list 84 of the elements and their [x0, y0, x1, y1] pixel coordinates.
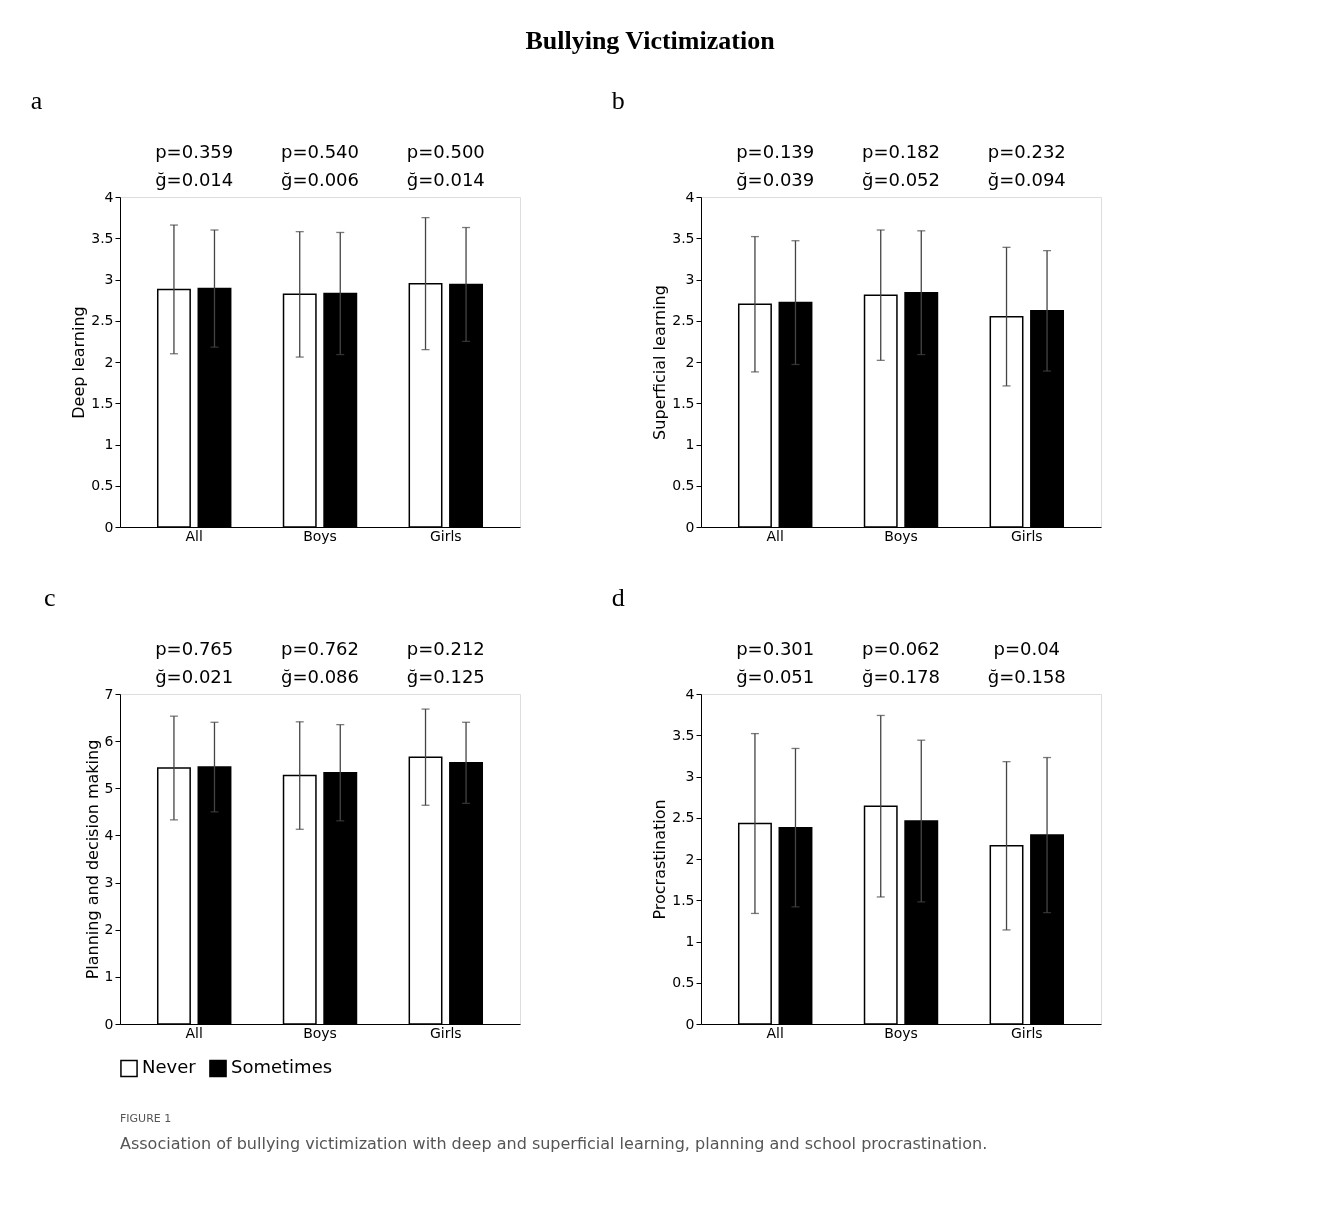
- y-tick-label: 0.5: [91, 477, 114, 494]
- y-tick-label: 1.5: [672, 394, 695, 411]
- y-tick-label: 4: [104, 188, 114, 205]
- x-tick-label: All: [766, 527, 784, 544]
- text: Bullying Victimization: [525, 26, 776, 55]
- text: p=0.182: [861, 141, 941, 162]
- y-tick-label: 2.5: [672, 312, 695, 329]
- text: p=0.139: [736, 141, 815, 162]
- text: p=0.301: [736, 638, 815, 659]
- y-tick-label: 1: [104, 436, 114, 452]
- text: ğ=0.014: [155, 169, 234, 190]
- text: ğ=0.006: [280, 169, 360, 190]
- y-tick-label: 2: [104, 921, 114, 938]
- y-tick-label: 3.5: [672, 229, 695, 246]
- y-tick-label: 3: [685, 768, 695, 784]
- y-tick-label: 0: [685, 518, 695, 535]
- y-tick-label: 1: [685, 436, 695, 452]
- legend-label: Never: [142, 1056, 197, 1078]
- x-tick-label: Boys: [303, 1024, 337, 1041]
- y-tick-label: 1.5: [672, 891, 695, 908]
- y-tick-label: 2: [104, 353, 114, 370]
- x-tick-label: Boys: [303, 527, 337, 544]
- text: p=0.359: [155, 141, 234, 162]
- chart-title: b: [611, 86, 625, 115]
- y-tick-label: 7: [104, 685, 114, 702]
- y-tick-label: 2.5: [672, 809, 695, 826]
- text: p=0.765: [155, 638, 234, 659]
- y-axis-title: Deep learning: [69, 306, 89, 419]
- text: p=0.062: [861, 638, 941, 659]
- y-tick-label: 5: [104, 779, 114, 796]
- y-tick-label: 0: [104, 1015, 114, 1032]
- text: p=0.762: [280, 638, 360, 659]
- x-tick-label: All: [185, 527, 203, 544]
- y-tick-label: 3.5: [672, 726, 695, 743]
- y-tick-label: 1.5: [91, 394, 114, 411]
- x-tick-label: Boys: [884, 1024, 918, 1041]
- text: ğ=0.051: [736, 666, 815, 687]
- text: ğ=0.039: [736, 169, 815, 190]
- x-tick-label: Girls: [1010, 1024, 1043, 1041]
- x-tick-label: All: [766, 1024, 784, 1041]
- text: p=0.232: [987, 141, 1066, 162]
- y-tick-label: 0: [104, 518, 114, 535]
- y-tick-label: 3.5: [91, 229, 114, 246]
- y-tick-label: 1: [685, 933, 695, 949]
- y-tick-label: 2: [685, 353, 695, 370]
- y-tick-label: 3: [685, 271, 695, 287]
- text: ğ=0.094: [987, 169, 1066, 190]
- y-tick-label: 1: [104, 968, 114, 985]
- text: p=0.540: [280, 141, 360, 162]
- y-tick-label: 3: [104, 874, 114, 891]
- text: Association of bullying victimization with deep and superficial learning, planning and school procrastination.: [120, 1133, 988, 1153]
- y-tick-label: 2.5: [91, 312, 114, 329]
- chart-title: d: [611, 583, 625, 612]
- y-tick-label: 0.5: [672, 477, 695, 494]
- text: ğ=0.158: [987, 666, 1066, 687]
- y-tick-label: 4: [685, 188, 695, 205]
- x-tick-label: All: [185, 1024, 203, 1041]
- y-axis-title: Superficial learning: [650, 285, 670, 440]
- text: ğ=0.178: [861, 666, 941, 687]
- x-tick-label: Boys: [884, 527, 918, 544]
- chart-title: c: [44, 583, 56, 612]
- y-tick-label: 4: [104, 826, 114, 843]
- text: ğ=0.021: [155, 666, 234, 687]
- y-tick-label: 3: [104, 271, 114, 287]
- x-tick-label: Girls: [429, 1024, 462, 1041]
- y-axis-title: Procrastination: [650, 799, 670, 920]
- x-tick-label: Girls: [1010, 527, 1043, 544]
- y-axis-title: Planning and decision making: [82, 739, 102, 980]
- text: ğ=0.086: [280, 666, 360, 687]
- y-tick-label: 4: [685, 685, 695, 702]
- text: ğ=0.125: [406, 666, 485, 687]
- y-tick-label: 2: [685, 850, 695, 867]
- chart-title: a: [30, 86, 43, 115]
- caption: FIGURE 1: [120, 1111, 172, 1125]
- text: p=0.212: [406, 638, 485, 659]
- x-tick-label: Girls: [429, 527, 462, 544]
- y-tick-label: 0.5: [672, 974, 695, 991]
- text: ğ=0.014: [406, 169, 485, 190]
- text: ğ=0.052: [861, 169, 941, 190]
- y-tick-label: 0: [685, 1015, 695, 1032]
- legend-label: Sometimes: [231, 1056, 333, 1078]
- y-tick-label: 6: [104, 732, 114, 749]
- text: p=0.04: [993, 638, 1061, 659]
- text: p=0.500: [406, 141, 485, 162]
